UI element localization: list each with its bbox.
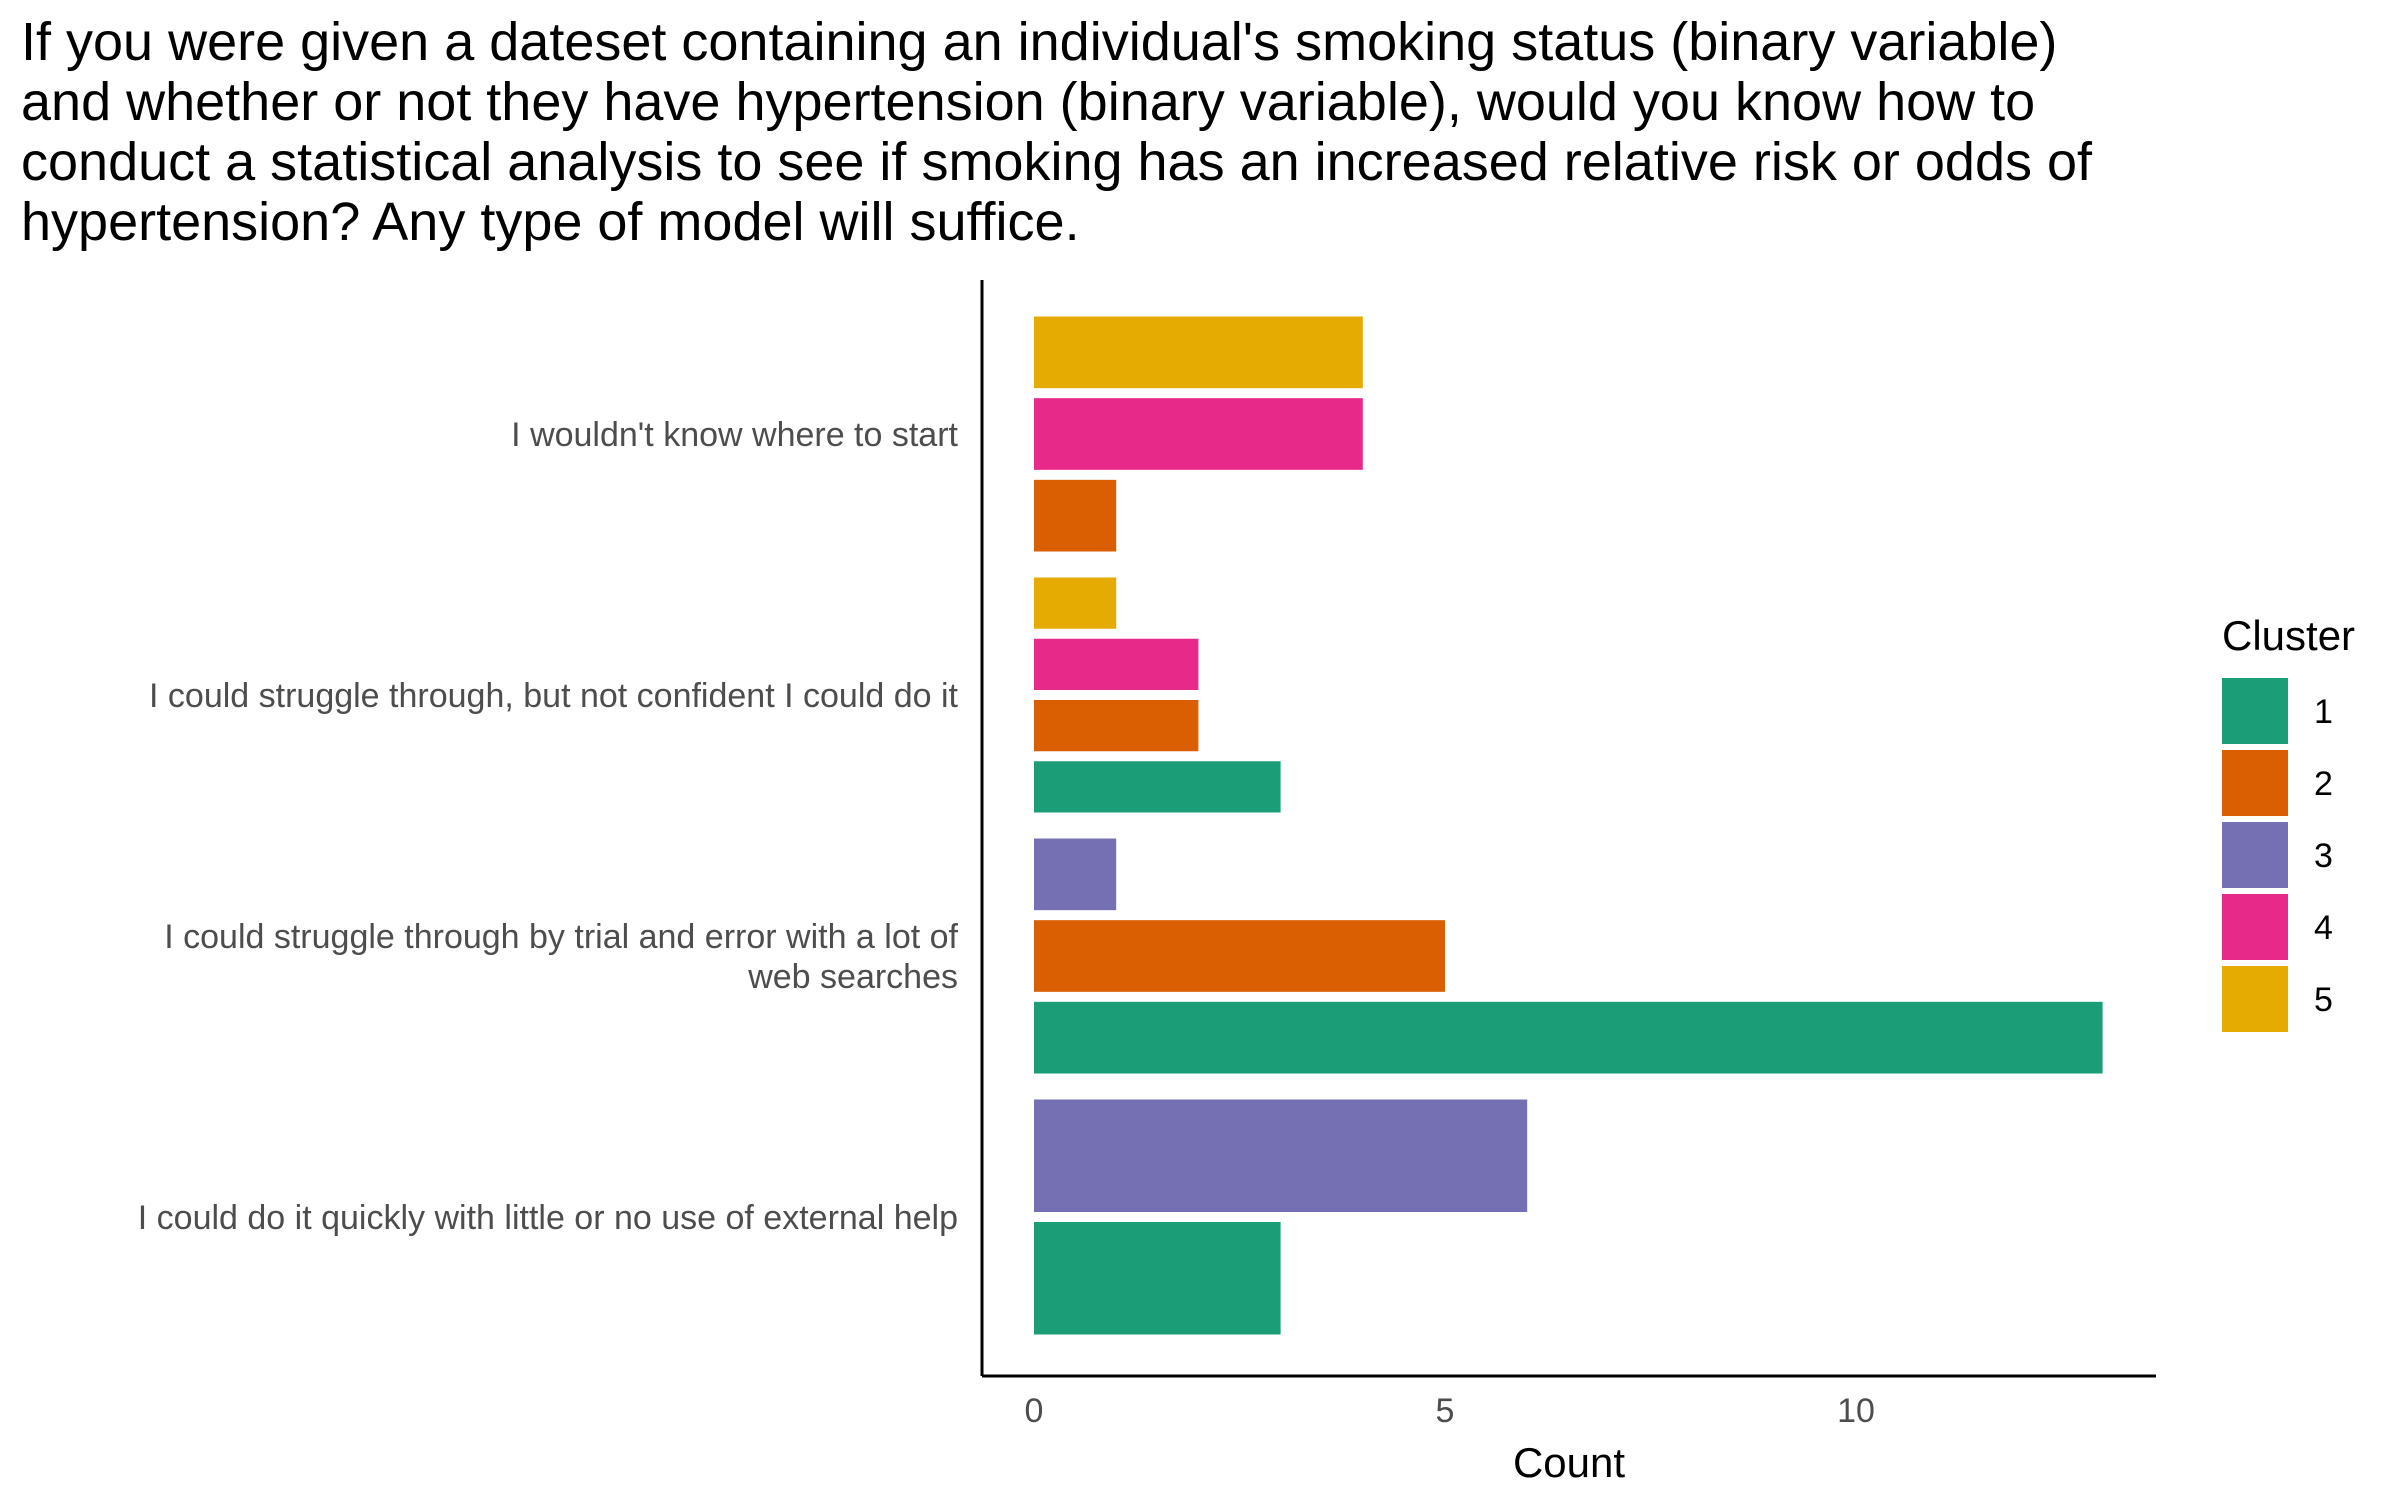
legend-key-3 (2222, 822, 2288, 888)
legend-key-1 (2222, 678, 2288, 744)
bar-cluster-4-cat-2 (1034, 638, 1199, 690)
category-label-4: I could do it quickly with little or no … (138, 1199, 958, 1237)
bars-group (1034, 316, 2103, 1335)
bar-cluster-3-cat-4 (1034, 1099, 1528, 1212)
bar-cluster-1-cat-3 (1034, 1001, 2103, 1074)
bar-cluster-5-cat-2 (1034, 577, 1117, 629)
bar-cluster-4-cat-1 (1034, 398, 1363, 470)
bar-cluster-2-cat-1 (1034, 479, 1117, 552)
legend-key-5 (2222, 966, 2288, 1032)
legend-title: Cluster (2222, 612, 2355, 659)
bar-cluster-3-cat-3 (1034, 838, 1117, 911)
legend-label-2: 2 (2314, 765, 2333, 803)
bar-cluster-2-cat-3 (1034, 920, 1445, 992)
bar-cluster-1-cat-2 (1034, 761, 1281, 813)
x-tick-label-5: 5 (1436, 1392, 1455, 1430)
x-tick-label-0: 0 (1025, 1392, 1044, 1430)
category-label-3-line-2: web searches (747, 958, 958, 996)
x-tick-labels: 0 5 10 (1025, 1392, 1875, 1430)
legend-label-5: 5 (2314, 981, 2333, 1019)
category-label-2: I could struggle through, but not confid… (149, 677, 959, 715)
chart-title: If you were given a dateset containing a… (21, 12, 2093, 252)
x-tick-label-10: 10 (1837, 1392, 1875, 1430)
legend-key-2 (2222, 750, 2288, 816)
category-label-1: I wouldn't know where to start (511, 416, 958, 454)
legend-label-3: 3 (2314, 837, 2333, 875)
legend: 1 2 3 4 5 (2222, 678, 2333, 1032)
legend-label-4: 4 (2314, 909, 2333, 947)
legend-key-4 (2222, 894, 2288, 960)
bar-cluster-1-cat-4 (1034, 1222, 1281, 1335)
category-labels: I wouldn't know where to start I could st… (138, 416, 959, 1237)
bar-cluster-5-cat-1 (1034, 316, 1363, 389)
category-label-3-line-1: I could struggle through by trial and er… (164, 918, 958, 956)
legend-label-1: 1 (2314, 693, 2333, 731)
x-axis-title: Count (1513, 1439, 1625, 1486)
bar-cluster-2-cat-2 (1034, 700, 1199, 752)
